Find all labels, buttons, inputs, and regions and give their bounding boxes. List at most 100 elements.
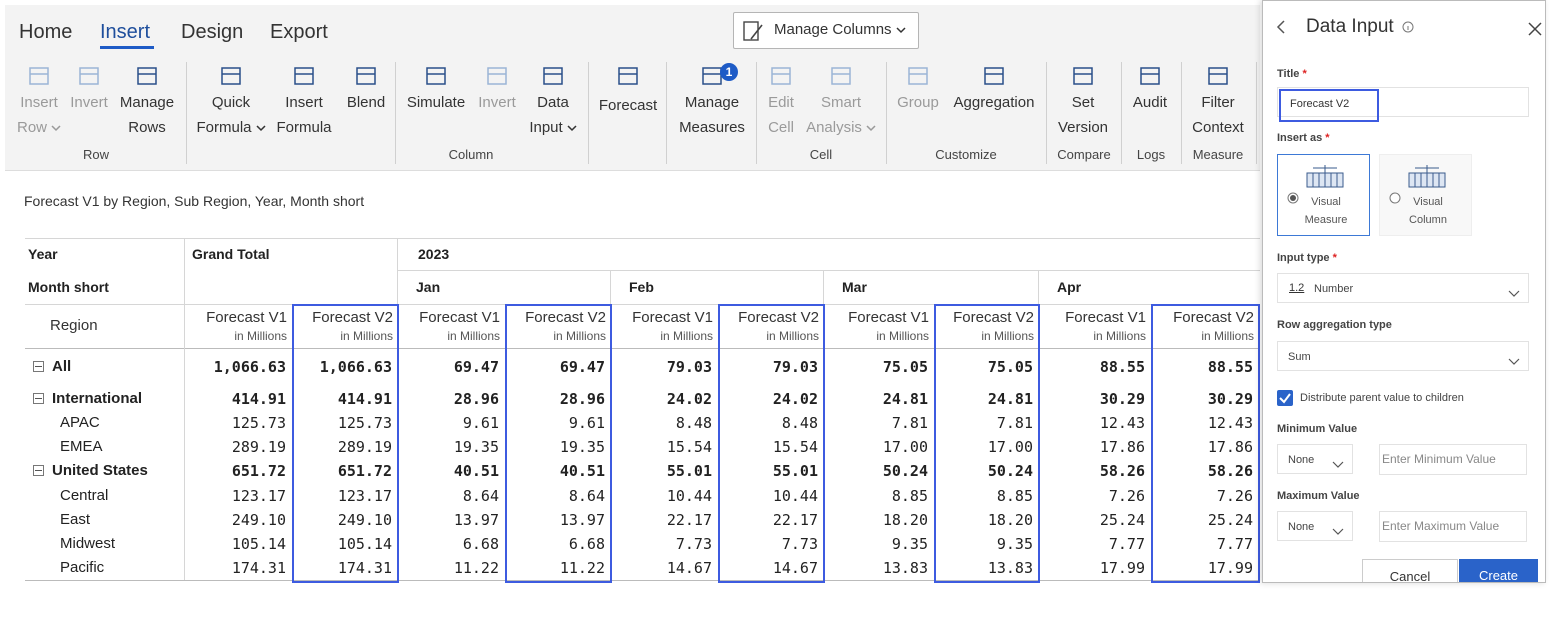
select[interactable]: None <box>1277 444 1353 474</box>
cell-value: 6.68 <box>462 535 499 553</box>
cell-value: 414.91 <box>337 390 392 408</box>
ribbon-button[interactable]: Quick Formula <box>183 60 279 142</box>
ribbon-button-label: Set <box>1071 94 1095 111</box>
cell-value: 125.73 <box>337 414 392 432</box>
ribbon-separator <box>588 62 589 164</box>
select-value: Number <box>1314 283 1354 295</box>
ribbon-button-label: Blend <box>346 94 386 111</box>
option-icon <box>1305 165 1345 194</box>
select-chevron <box>1508 353 1520 371</box>
ribbon-button-label: Edit <box>768 94 794 111</box>
collapse-toggle[interactable] <box>33 393 44 404</box>
title-input[interactable] <box>1277 87 1529 117</box>
tab[interactable]: Home <box>19 21 73 43</box>
select[interactable]: None <box>1277 511 1353 541</box>
ribbon-button-label: Forecast <box>598 97 658 114</box>
cell-value: 8.48 <box>781 414 818 432</box>
text-input[interactable]: Enter Minimum Value <box>1379 444 1527 475</box>
cell-value: 11.22 <box>453 559 499 577</box>
row-label: United States <box>52 462 148 479</box>
tab[interactable]: Insert <box>100 21 151 43</box>
cell-value: 8.48 <box>675 414 712 432</box>
insert-option[interactable]: Visual Measure <box>1277 154 1370 236</box>
ribbon-icon <box>1206 64 1230 93</box>
collapse-toggle[interactable] <box>33 465 44 476</box>
select[interactable]: 1.2 Number <box>1277 273 1529 303</box>
measure-header: Forecast V2 <box>1173 309 1254 326</box>
radio <box>1287 191 1299 209</box>
insert-option[interactable]: Visual Column <box>1379 154 1472 236</box>
ribbon-button-label: Smart <box>820 94 861 111</box>
ribbon-button[interactable]: Aggregation <box>946 60 1042 142</box>
ribbon-button[interactable]: Edit Cell <box>733 60 829 142</box>
ribbon-button[interactable]: Insert Row <box>0 60 87 142</box>
cell-value: 125.73 <box>231 414 286 432</box>
option-icon <box>1407 165 1447 194</box>
ribbon-button[interactable]: Set Version <box>1035 60 1131 142</box>
ribbon-button[interactable]: Manage Rows <box>99 60 195 142</box>
row-label: APAC <box>60 414 100 431</box>
cell-value: 18.20 <box>987 511 1033 529</box>
row-label: Midwest <box>60 535 116 552</box>
ribbon-button[interactable]: Invert <box>449 60 545 142</box>
ribbon-button[interactable]: Data Input <box>505 60 601 142</box>
column-header: Apr <box>1057 279 1082 295</box>
cell-value: 6.68 <box>568 535 605 553</box>
ribbon-button[interactable]: Audit <box>1102 60 1198 142</box>
option-label: Visual Column <box>1409 196 1447 226</box>
ribbon-button-label: Audit <box>1132 94 1168 111</box>
ribbon-button[interactable]: Forecast <box>580 60 676 142</box>
cell-value: 40.51 <box>559 462 605 480</box>
tab[interactable]: Export <box>270 21 328 43</box>
cell-value: 58.26 <box>1099 462 1145 480</box>
ribbon-button[interactable]: Insert Formula <box>256 60 352 142</box>
ribbon-button[interactable]: Filter Context <box>1170 60 1266 142</box>
cell-value: 58.26 <box>1207 462 1253 480</box>
manage-columns-button[interactable]: Manage Columns <box>733 12 919 49</box>
text-input[interactable]: Enter Maximum Value <box>1379 511 1527 542</box>
cancel-button[interactable]: Cancel <box>1362 559 1458 582</box>
cell-value: 8.64 <box>462 487 499 505</box>
select-chevron <box>1508 285 1520 303</box>
select-icon: 1.2 <box>1289 282 1305 294</box>
cell-value: 17.00 <box>987 438 1033 456</box>
measure-unit: in Millions <box>447 329 500 343</box>
ribbon-button[interactable]: Group <box>870 60 966 142</box>
ribbon-button[interactable]: 1 Manage Measures <box>664 60 760 142</box>
tab[interactable]: Design <box>181 21 244 43</box>
ribbon-button[interactable]: Invert <box>41 60 137 142</box>
manage-columns-icon <box>742 19 766 48</box>
measure-unit: in Millions <box>1201 329 1254 343</box>
measure-header: Forecast V1 <box>419 309 500 326</box>
ribbon-button-label: Formula <box>183 118 279 138</box>
grid-line <box>25 580 1260 581</box>
ribbon-button-label: Cell <box>768 119 794 136</box>
ribbon-button-label: Group <box>897 94 939 111</box>
measure-unit: in Millions <box>340 329 393 343</box>
cell-value: 123.17 <box>337 487 392 505</box>
close-button <box>1528 22 1542 41</box>
title-input-value: Forecast V2 <box>1279 89 1379 122</box>
cell-value: 105.14 <box>337 535 392 553</box>
ribbon-button-label: Measures <box>679 119 745 136</box>
ribbon-icon <box>27 64 51 93</box>
create-button[interactable]: Create <box>1459 559 1538 582</box>
ribbon-icon <box>982 64 1006 93</box>
cell-value: 17.99 <box>1099 559 1145 577</box>
highlight-box <box>1151 304 1260 583</box>
ribbon-button[interactable]: Blend <box>318 60 414 142</box>
field-label: Insert as * <box>1277 132 1330 144</box>
ribbon-button-label: Invert <box>70 94 108 111</box>
cell-value: 24.02 <box>772 390 818 408</box>
row-label: East <box>60 511 91 528</box>
checkbox[interactable] <box>1277 390 1293 406</box>
ribbon-button-label: Manage <box>684 94 740 111</box>
cell-value: 18.20 <box>882 511 928 529</box>
cell-value: 13.83 <box>987 559 1033 577</box>
ribbon-button[interactable]: Smart Analysis <box>793 60 889 142</box>
ribbon-button[interactable]: Simulate <box>388 60 484 142</box>
collapse-toggle[interactable] <box>33 361 44 372</box>
row-label: EMEA <box>60 438 103 455</box>
select[interactable]: Sum <box>1277 341 1529 371</box>
cell-value: 8.85 <box>891 487 928 505</box>
